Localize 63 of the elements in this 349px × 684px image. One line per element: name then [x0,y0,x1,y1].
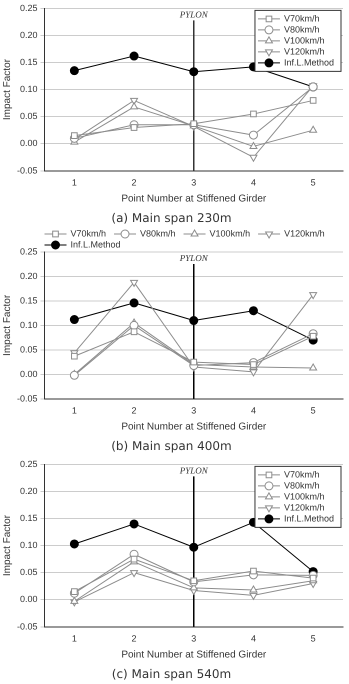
y-tick-label: 0.15 [20,57,38,68]
x-tick-label: 5 [310,634,316,644]
y-tick-label: 0.10 [20,540,38,550]
legend-label: V70km/h [284,469,320,480]
x-axis-title: Point Number at Stiffened Girder [121,421,267,432]
x-tick-label: 2 [132,406,137,416]
x-tick-label: 1 [72,178,77,188]
y-tick-label: 0.25 [20,458,38,469]
x-tick-label: 4 [250,634,256,644]
x-tick-label: 3 [191,634,196,644]
x-tick-label: 1 [72,634,77,644]
y-tick-label: 0.20 [20,270,38,281]
legend-label: V100km/h [284,491,324,502]
y-axis-title: Impact Factor [2,294,13,356]
legend-label: Inf.L.Method [284,57,334,68]
ref-line-label: PYLON [178,9,209,20]
y-tick-label: -0.05 [17,621,38,632]
x-tick-label: 4 [250,406,256,416]
x-tick-label: 1 [72,406,77,416]
legend-label: V70km/h [70,228,106,238]
legend-label: V120km/h [284,228,325,238]
y-tick-label: 0.00 [20,138,38,148]
x-tick-label: 5 [310,406,316,416]
x-tick-label: 2 [132,634,137,644]
y-tick-label: 0.00 [20,594,38,604]
x-tick-label: 3 [191,406,196,416]
y-axis-title: Impact Factor [2,58,13,120]
legend-label: V100km/h [210,228,250,238]
legend-label: V100km/h [284,35,324,46]
y-tick-label: 0.05 [20,567,38,578]
legend-label: Inf.L.Method [284,513,334,524]
y-tick-label: 0.15 [20,513,38,524]
legend-label: V70km/h [284,13,320,24]
y-tick-label: 0.25 [20,2,38,13]
legend-label: V80km/h [284,480,320,490]
ref-line-label: PYLON [178,252,209,263]
y-tick-label: -0.05 [17,393,38,404]
ref-line-label: PYLON [178,465,209,476]
legend-label: V120km/h [284,502,324,512]
y-tick-label: 0.10 [20,320,38,330]
y-tick-label: 0.15 [20,295,38,306]
x-axis-title: Point Number at Stiffened Girder [121,649,267,660]
x-tick-label: 4 [250,178,256,188]
legend-label: Inf.L.Method [70,239,121,250]
y-tick-label: -0.05 [17,165,38,176]
legend-label: V80km/h [284,24,320,34]
y-tick-label: 0.00 [20,368,38,379]
y-tick-label: 0.20 [20,486,38,496]
x-axis-title: Point Number at Stiffened Girder [121,193,267,204]
y-tick-label: 0.10 [20,84,38,94]
x-tick-label: 5 [310,178,316,188]
y-tick-label: 0.20 [20,30,38,40]
text: (b) Main span 400m [111,438,232,453]
x-tick-label: 2 [132,178,137,188]
y-tick-label: 0.05 [20,111,38,122]
y-tick-label: 0.05 [20,344,38,354]
y-axis-title: Impact Factor [2,514,13,576]
y-tick-label: 0.25 [20,246,38,256]
text: (c) Main span 540m [112,666,232,681]
text: (a) Main span 230m [111,210,232,225]
legend-label: V120km/h [284,46,324,56]
legend-label: V80km/h [140,228,176,238]
x-tick-label: 3 [191,178,196,188]
